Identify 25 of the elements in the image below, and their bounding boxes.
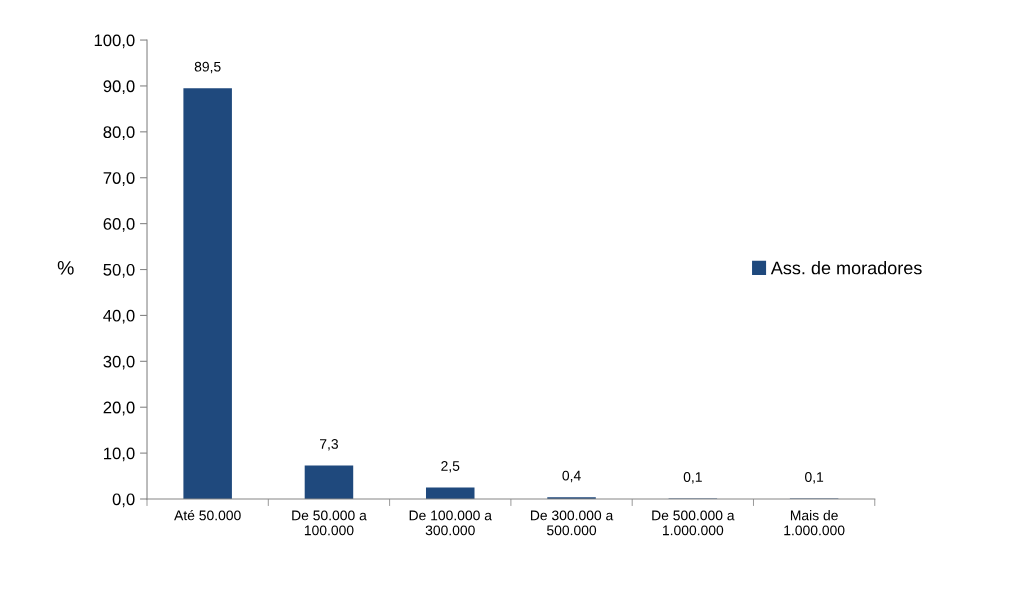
data-label: 0,1 bbox=[805, 472, 824, 484]
y-tick-label: 80,0 bbox=[103, 126, 135, 141]
data-label: 2,5 bbox=[441, 461, 460, 473]
data-label: 0,1 bbox=[683, 472, 702, 484]
x-tick-label: Mais de 1.000.000 bbox=[784, 510, 845, 536]
x-tick-label: De 300.000 a 500.000 bbox=[530, 510, 614, 536]
y-tick-label: 20,0 bbox=[103, 401, 135, 416]
y-tick-label: 50,0 bbox=[103, 263, 135, 278]
x-tick-label: De 50.000 a 100.000 bbox=[292, 510, 367, 536]
x-tick-label: De 100.000 a 300.000 bbox=[409, 510, 492, 536]
y-tick-label: 10,0 bbox=[104, 447, 135, 462]
y-tick-label: 90,0 bbox=[103, 80, 135, 95]
y-tick-label: 100,0 bbox=[94, 34, 135, 49]
data-label: 89,5 bbox=[194, 61, 221, 74]
y-tick-label: 60,0 bbox=[103, 218, 135, 232]
y-tick-label: 40,0 bbox=[103, 309, 135, 324]
x-tick-label: De 500.000 a 1.000.000 bbox=[652, 510, 735, 536]
x-tick-label: Até 50.000 bbox=[174, 509, 241, 521]
y-tick-label: 30,0 bbox=[103, 355, 135, 370]
data-label: 7,3 bbox=[320, 439, 338, 451]
data-label: 0,4 bbox=[562, 470, 581, 483]
y-tick-label: 70,0 bbox=[103, 172, 135, 186]
legend-label: Ass. de moradores bbox=[770, 261, 922, 275]
y-tick-label: 0,0 bbox=[112, 493, 135, 508]
y-axis-title: % bbox=[57, 261, 74, 275]
